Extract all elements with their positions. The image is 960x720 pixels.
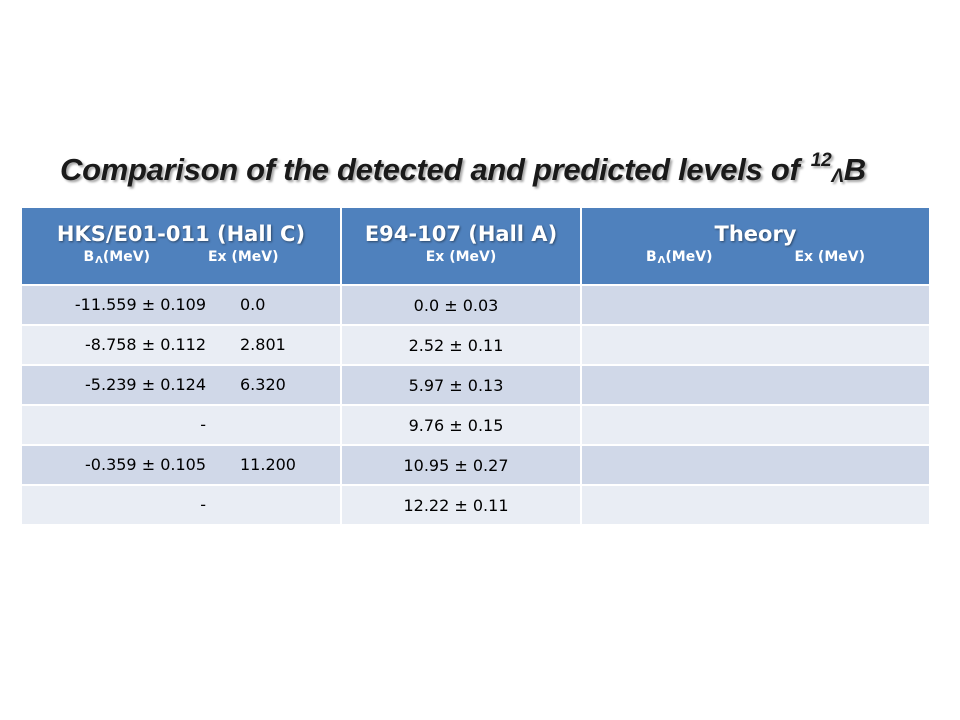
lambda-subscript: Λ xyxy=(95,255,103,266)
e94-excitation-energy: 5.97 ± 0.13 xyxy=(340,364,581,405)
e94-excitation-energy: 2.52 ± 0.11 xyxy=(340,324,581,365)
table-row: -0.359 ± 0.105 11.200 10.95 ± 0.27 xyxy=(22,444,929,485)
hyperon-subscript: Λ xyxy=(831,166,844,187)
hks-cell: - xyxy=(22,404,341,445)
title-text: Comparison of the detected and predicted… xyxy=(60,152,808,187)
header-theory: Theory BΛ (MeV) Ex (MeV) xyxy=(580,208,929,285)
lambda-subscript: Λ xyxy=(657,255,666,266)
levels-comparison-table: HKS/E01-011 (Hall C) BΛ (MeV) Ex (MeV) E… xyxy=(22,208,929,524)
hks-excitation-energy: 6.320 xyxy=(240,375,286,394)
theory-cell xyxy=(580,364,929,405)
b-label: B xyxy=(83,249,95,265)
hks-excitation-energy: 11.200 xyxy=(240,455,296,474)
table-row: - 9.76 ± 0.15 xyxy=(22,404,929,445)
table-header-row: HKS/E01-011 (Hall C) BΛ (MeV) Ex (MeV) E… xyxy=(22,208,929,285)
theory-cell xyxy=(580,484,929,524)
b-unit: (MeV) xyxy=(665,249,713,265)
e94-excitation-energy: 10.95 ± 0.27 xyxy=(340,444,581,485)
ex-label: Ex (MeV) xyxy=(207,249,279,265)
isotope-symbol: 12ΛB xyxy=(808,150,866,188)
theory-cell xyxy=(580,444,929,485)
e94-excitation-energy: 9.76 ± 0.15 xyxy=(340,404,581,445)
header-e94-title: E94-107 (Hall A) xyxy=(364,222,558,246)
table-row: - 12.22 ± 0.11 xyxy=(22,484,929,524)
theory-cell xyxy=(580,284,929,325)
header-e94-units: Ex (MeV) xyxy=(342,249,580,265)
mass-number: 12 xyxy=(810,150,832,171)
header-hks-units: BΛ (MeV) Ex (MeV) xyxy=(22,249,340,266)
hks-cell: - xyxy=(22,484,341,524)
hks-binding-energy: -5.239 ± 0.124 xyxy=(85,375,206,394)
nucleus-symbol: B xyxy=(843,152,866,187)
hks-excitation-energy: 0.0 xyxy=(240,295,266,314)
hks-binding-energy: -0.359 ± 0.105 xyxy=(85,455,206,474)
e94-excitation-energy: 12.22 ± 0.11 xyxy=(340,484,581,524)
hks-cell: -0.359 ± 0.105 11.200 xyxy=(22,444,341,485)
hks-cell: -11.559 ± 0.109 0.0 xyxy=(22,284,341,325)
e94-excitation-energy: 0.0 ± 0.03 xyxy=(340,284,581,325)
b-label: B xyxy=(645,249,657,265)
ex-label: Ex (MeV) xyxy=(425,249,497,265)
slide-title: Comparison of the detected and predicted… xyxy=(60,150,940,188)
hks-binding-energy: - xyxy=(200,415,206,434)
hks-excitation-energy: 2.801 xyxy=(240,335,286,354)
hks-cell: -5.239 ± 0.124 6.320 xyxy=(22,364,341,405)
header-theory-title: Theory xyxy=(714,222,797,246)
table-row: -5.239 ± 0.124 6.320 5.97 ± 0.13 xyxy=(22,364,929,405)
header-hks: HKS/E01-011 (Hall C) BΛ (MeV) Ex (MeV) xyxy=(22,208,341,285)
hks-cell: -8.758 ± 0.112 2.801 xyxy=(22,324,341,365)
hks-binding-energy: -11.559 ± 0.109 xyxy=(74,295,206,314)
ex-label: Ex (MeV) xyxy=(794,249,865,265)
table-row: -11.559 ± 0.109 0.0 0.0 ± 0.03 xyxy=(22,284,929,325)
table-row: -8.758 ± 0.112 2.801 2.52 ± 0.11 xyxy=(22,324,929,365)
header-e94: E94-107 (Hall A) Ex (MeV) xyxy=(340,208,581,285)
header-hks-title: HKS/E01-011 (Hall C) xyxy=(56,222,306,246)
theory-cell xyxy=(580,404,929,445)
hks-binding-energy: - xyxy=(200,495,206,514)
b-unit: (MeV) xyxy=(102,249,150,265)
hks-binding-energy: -8.758 ± 0.112 xyxy=(85,335,206,354)
theory-cell xyxy=(580,324,929,365)
header-theory-units: BΛ (MeV) Ex (MeV) xyxy=(582,249,929,266)
